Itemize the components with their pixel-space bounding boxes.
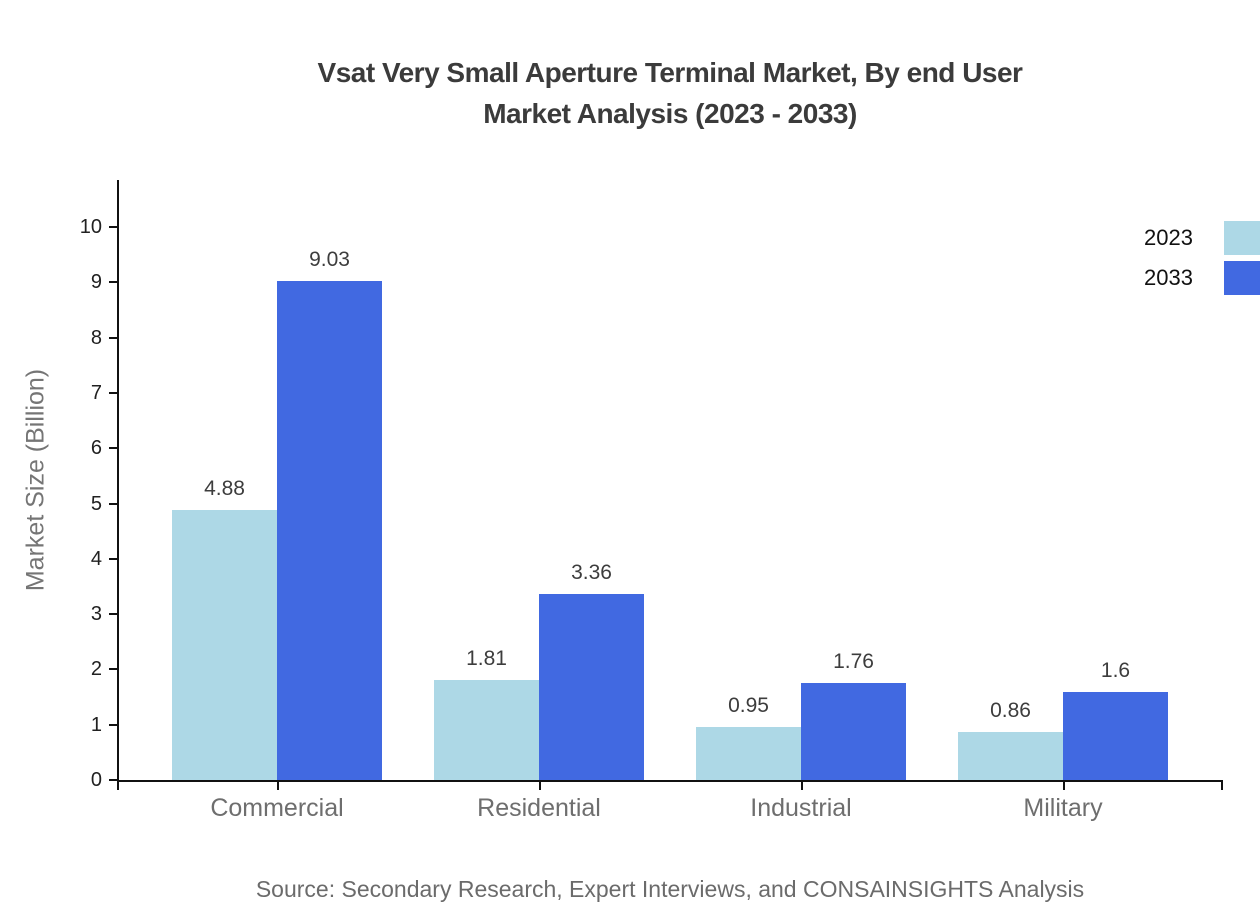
bar-2033-military	[1063, 691, 1168, 780]
bar-value-label: 3.36	[571, 561, 612, 585]
y-axis-tick	[109, 226, 118, 228]
category-label-commercial: Commercial	[210, 794, 344, 822]
x-axis-tick	[1063, 780, 1065, 790]
x-axis-tick	[117, 780, 119, 790]
y-axis-tick-label: 5	[90, 492, 102, 515]
legend-label-2023: 2023	[1144, 225, 1193, 250]
y-axis-tick-label: 6	[90, 437, 102, 460]
bar-2033-industrial	[801, 682, 906, 780]
bar-value-label: 0.95	[728, 694, 769, 718]
bar-2023-industrial	[696, 727, 801, 780]
y-axis-tick-label: 1	[90, 713, 102, 736]
y-axis-tick	[109, 557, 118, 560]
y-axis-tick-label: 8	[90, 326, 102, 349]
bar-value-label: 1.76	[833, 649, 874, 673]
x-axis-tick	[801, 780, 803, 790]
y-axis-tick	[109, 613, 118, 616]
y-axis-tick-label: 2	[90, 658, 102, 681]
x-axis-tick	[539, 780, 541, 790]
source-attribution: Source: Secondary Research, Expert Inter…	[255, 876, 1085, 902]
y-axis-tick-label: 9	[90, 271, 102, 294]
y-axis-tick-label: 0	[90, 769, 102, 791]
y-axis-tick	[109, 391, 118, 394]
y-axis-tick-label: 4	[90, 547, 102, 570]
x-axis-line	[117, 780, 1223, 782]
legend-swatch-2033	[1224, 261, 1260, 295]
y-axis-tick-label: 10	[79, 216, 102, 238]
bar-value-label: 1.6	[1100, 658, 1131, 682]
y-axis-tick	[109, 723, 118, 726]
legend-label-2033: 2033	[1144, 265, 1193, 290]
chart-title-line2: Market Analysis (2023 - 2033)	[483, 98, 857, 129]
legend-swatch-2023	[1224, 221, 1260, 255]
bar-2023-residential	[434, 679, 539, 780]
y-axis-tick-label: 7	[90, 381, 102, 404]
bar-value-label: 4.88	[204, 477, 245, 501]
y-axis-line	[117, 180, 119, 782]
y-axis-tick	[109, 668, 118, 671]
x-axis-tick	[277, 780, 279, 790]
category-label-military: Military	[1023, 794, 1103, 822]
y-axis-tick	[109, 447, 118, 450]
y-axis-tick	[109, 281, 118, 284]
category-label-industrial: Industrial	[750, 794, 852, 822]
chart-title: Vsat Very Small Aperture Terminal Market…	[80, 52, 1260, 134]
bar-2023-commercial	[172, 510, 277, 780]
bar-value-label: 9.03	[309, 247, 350, 271]
bar-value-label: 1.81	[466, 646, 507, 670]
y-axis-tick	[109, 779, 118, 781]
category-label-residential: Residential	[477, 794, 601, 822]
bar-2033-commercial	[277, 280, 382, 780]
bar-2033-residential	[539, 594, 644, 780]
bar-value-label: 0.86	[990, 699, 1031, 723]
y-axis-tick	[109, 502, 118, 505]
bar-2023-military	[958, 732, 1063, 780]
x-axis-tick	[1221, 780, 1223, 790]
chart-title-line1: Vsat Very Small Aperture Terminal Market…	[317, 57, 1023, 88]
y-axis-tick-label: 3	[90, 603, 102, 626]
y-axis-tick	[109, 336, 118, 339]
